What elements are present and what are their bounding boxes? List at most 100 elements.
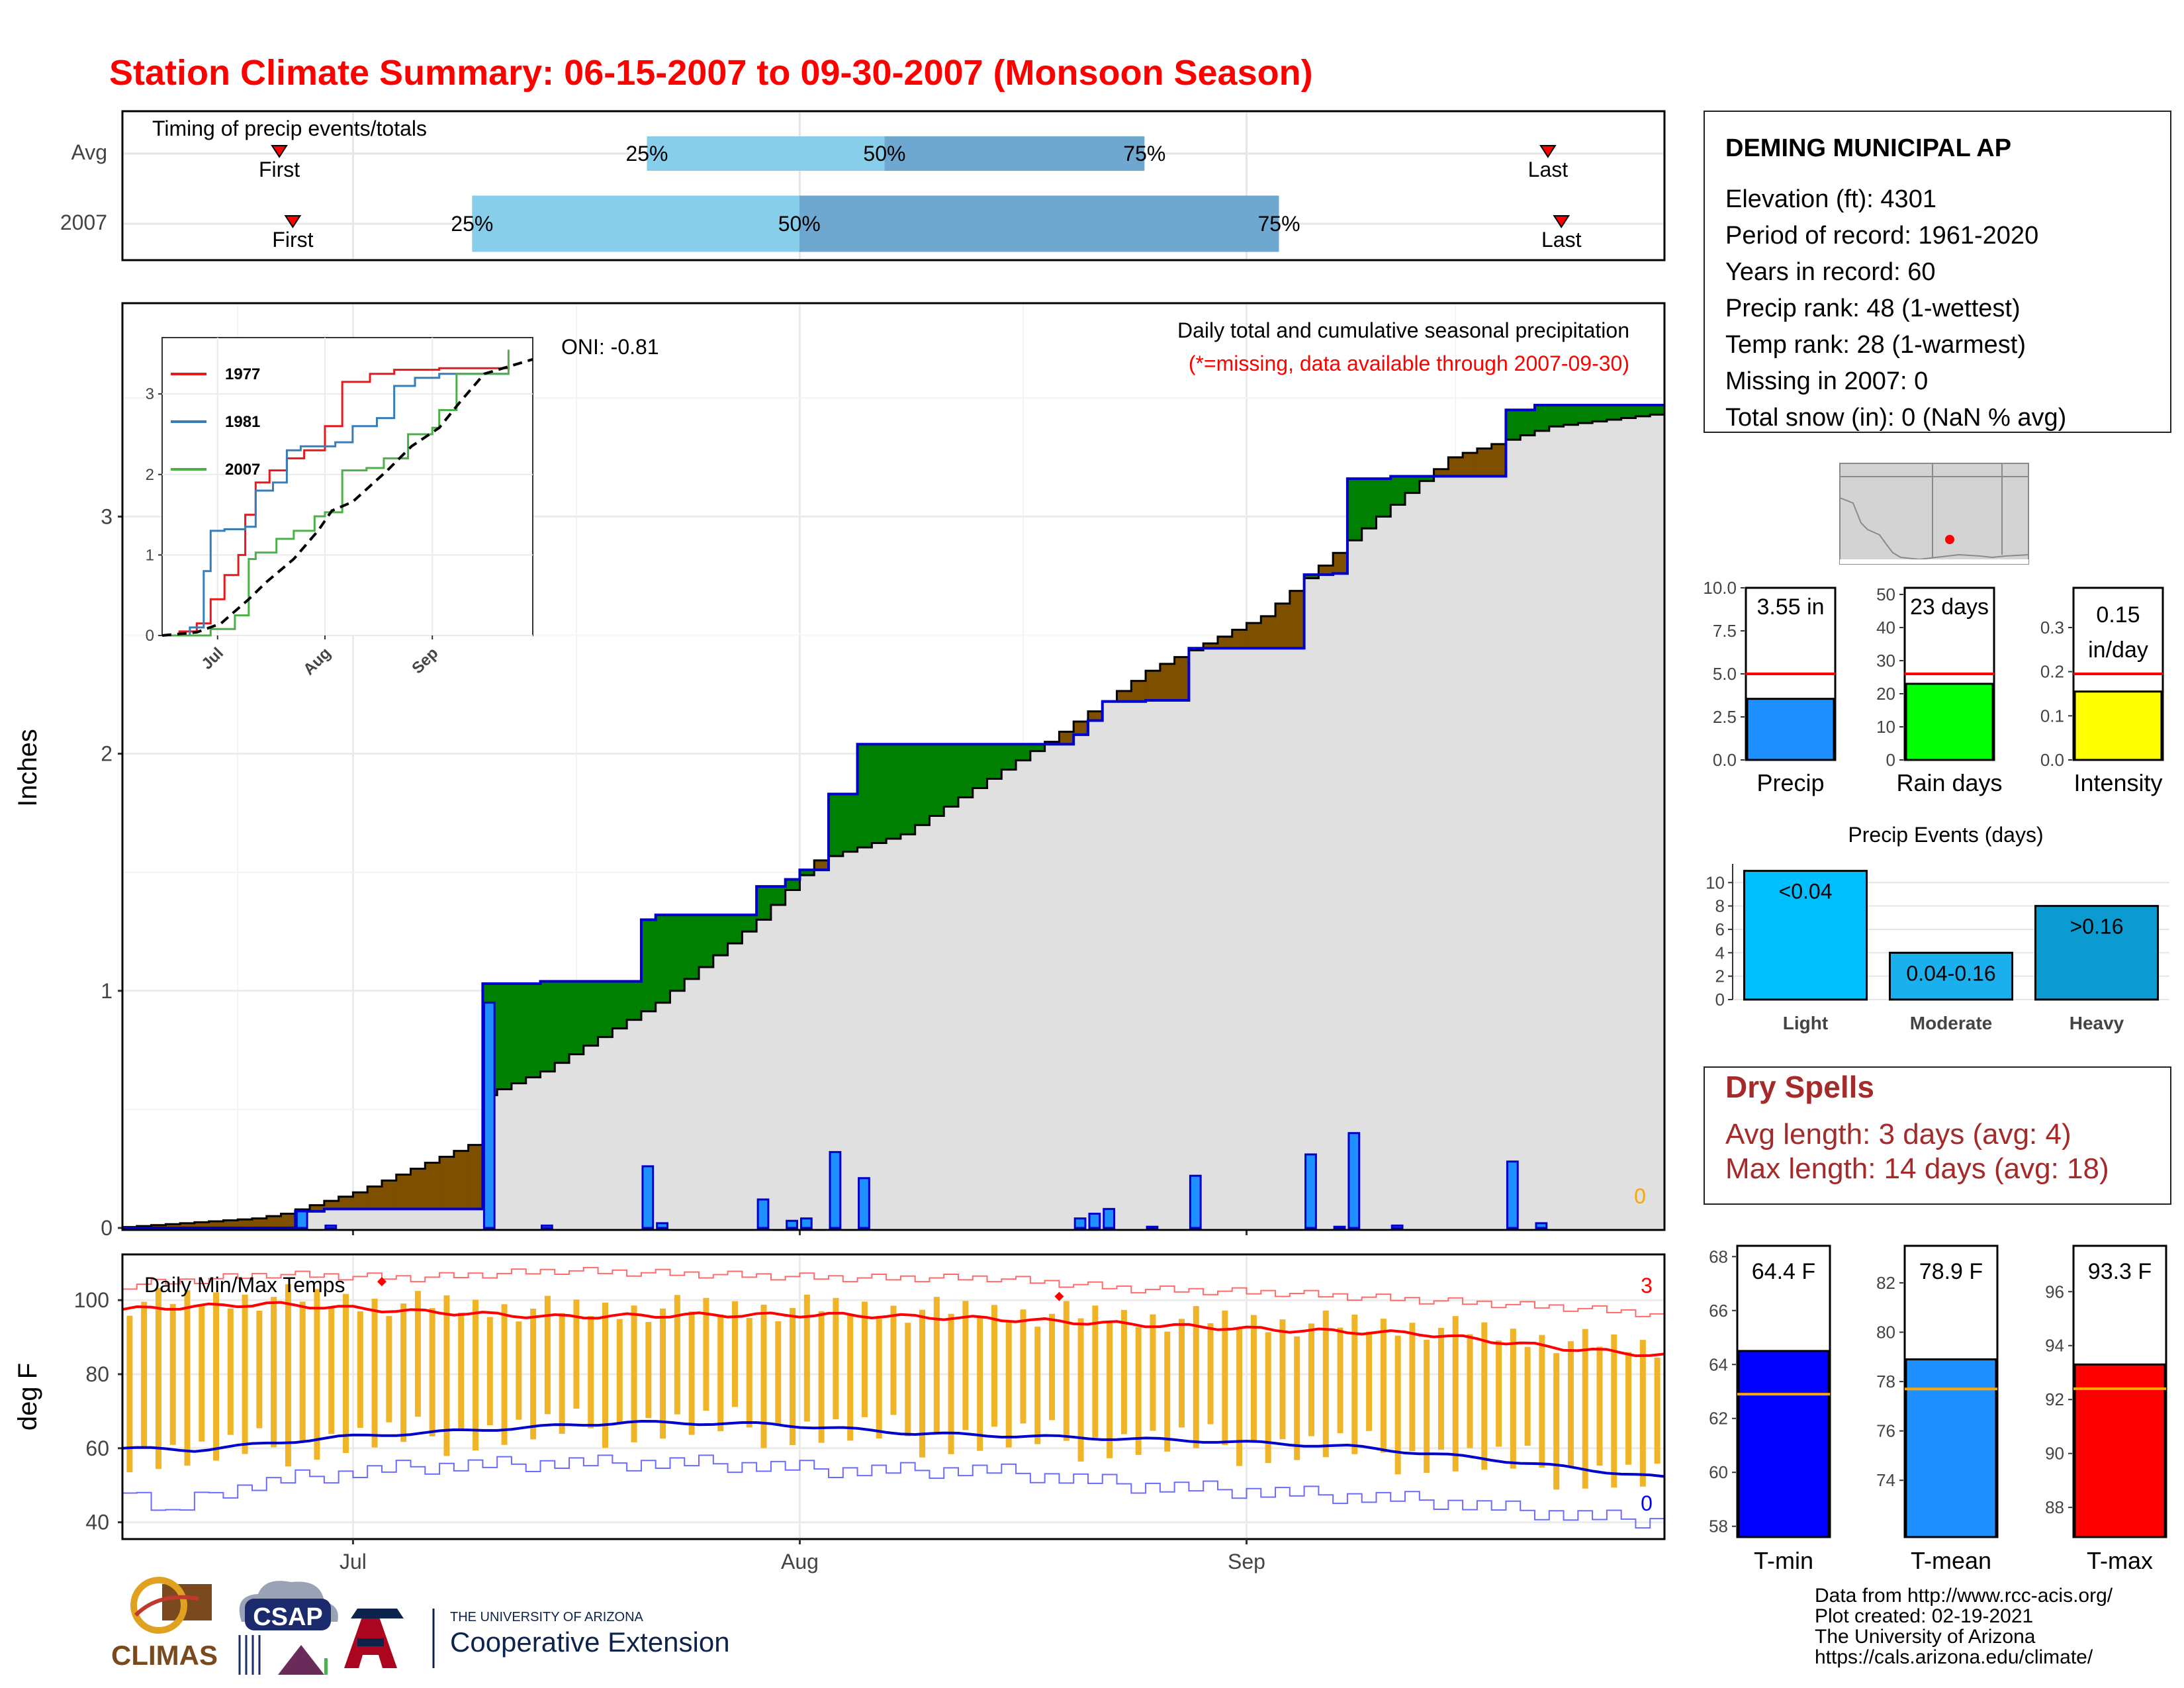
temp-bar-y-tick-label: 66: [1709, 1301, 1728, 1321]
footer-line-data: Data from http://www.rcc-acis.org/: [1815, 1585, 2113, 1607]
above-average-fill: [684, 915, 700, 979]
below-average-fill: [238, 1219, 253, 1228]
above-average-fill: [872, 744, 887, 843]
inset-y-tick-label: 1: [146, 546, 154, 564]
dry-spells-max: Max length: 14 days (avg: 18): [1725, 1152, 2109, 1185]
daily-precip-bar: [1333, 1225, 1346, 1229]
station-location-marker: [1945, 535, 1954, 544]
minibar-y-tick-label: 2.5: [1713, 707, 1737, 727]
timing-bar-q25-q50: [472, 195, 799, 252]
inset-series-1977: [162, 365, 510, 637]
temp-bar-category-label: T-min: [1754, 1547, 1813, 1574]
above-average-fill: [1535, 405, 1550, 431]
temp-y-tick-label: 40: [85, 1511, 109, 1534]
below-average-fill: [1131, 680, 1146, 702]
timing-quantile-label: 50%: [778, 212, 821, 236]
below-average-fill: [180, 1223, 195, 1228]
below-average-fill: [1174, 657, 1189, 700]
timing-title: Timing of precip events/totals: [152, 117, 427, 140]
temp-panel-title: Daily Min/Max Temps: [144, 1273, 345, 1297]
daily-precip-bar: [540, 1224, 553, 1229]
record-high-marker: [377, 1277, 387, 1287]
above-average-fill: [1304, 575, 1319, 579]
dry-spells-title: Dry Spells: [1725, 1070, 1874, 1104]
inset-y-tick-label: 3: [146, 385, 154, 403]
temp-bar-category-label: T-max: [2087, 1547, 2153, 1574]
timing-row-avg-label: Avg: [71, 140, 107, 164]
minibar-value-bar: [1905, 682, 1994, 761]
above-average-fill: [972, 744, 988, 788]
minibar-y-tick-label: 0.2: [2040, 662, 2064, 682]
temp-bar-y-tick-label: 82: [1876, 1273, 1895, 1293]
daily-precip-bar: [1390, 1224, 1404, 1229]
below-average-fill: [165, 1224, 181, 1228]
station-total-snow: Total snow (in): 0 (NaN % avg): [1725, 404, 2066, 432]
minibar-value-label: 23 days: [1910, 594, 1989, 620]
timing-marker: [271, 145, 288, 158]
above-average-fill: [1347, 479, 1363, 541]
temp-bar-y-tick-label: 96: [2045, 1282, 2064, 1301]
above-average-fill: [583, 981, 599, 1046]
precip-events-chart: Precip Events (days) 0 2 4 6 8 10 <0.04 Light 0.…: [1706, 823, 2169, 1033]
above-average-fill: [1030, 744, 1046, 751]
below-average-fill: [1448, 457, 1463, 477]
daily-precip-bar: [1347, 1132, 1361, 1229]
below-average-fill: [1477, 448, 1492, 477]
minibar-y-tick-label: 30: [1876, 651, 1895, 671]
temp-y-tick-label: 80: [85, 1362, 109, 1386]
timing-bar-q25-q50: [647, 136, 885, 171]
x-axis-tick-label: Aug: [781, 1550, 819, 1573]
timing-row-2007-label: 2007: [60, 211, 107, 234]
station-precip-rank: Precip rank: 48 (1-wettest): [1725, 295, 2021, 322]
above-average-fill: [497, 984, 512, 1090]
minibar-y-tick-label: 10.0: [1703, 578, 1737, 598]
above-average-fill: [1592, 405, 1608, 422]
record-high-line: [122, 1266, 1664, 1317]
events-y-tick-label: 0: [1715, 990, 1725, 1009]
missing-data-note: (*=missing, data available through 2007-…: [1189, 352, 1629, 375]
above-average-fill: [756, 886, 772, 920]
events-category-label: Heavy: [2070, 1013, 2124, 1033]
temp-bar-y-tick-label: 60: [1709, 1462, 1728, 1482]
daily-precip-bar: [482, 1002, 496, 1229]
events-y-tick-label: 4: [1715, 943, 1725, 962]
record-low-line: [122, 1454, 1664, 1529]
figure-title: Station Climate Summary: 06-15-2007 to 0…: [109, 53, 1313, 93]
daily-precip-bar: [1506, 1160, 1519, 1229]
ua-cooperative-extension-logo: THE UNIVERSITY OF ARIZONA Cooperative Ex…: [344, 1609, 730, 1668]
temp-y-tick-label: 60: [85, 1436, 109, 1460]
below-average-fill: [425, 1162, 440, 1209]
precip-y-tick-label: 0: [101, 1216, 113, 1240]
events-bar-label: <0.04: [1779, 880, 1833, 904]
above-average-fill: [799, 870, 815, 876]
inset-y-tick-label: 0: [146, 627, 154, 645]
timing-marker-label: First: [259, 158, 300, 181]
minibar-value-label: 0.15: [2096, 602, 2140, 628]
below-average-fill: [381, 1180, 397, 1209]
events-y-tick-label: 2: [1715, 966, 1725, 986]
above-average-fill: [944, 744, 959, 807]
events-bar: [1889, 951, 2013, 1001]
minibar-y-tick-label: 0: [1886, 750, 1895, 770]
inset-legend-label: 2007: [225, 461, 260, 479]
temp-bar-y-tick-label: 58: [1709, 1517, 1728, 1536]
below-average-fill: [1491, 444, 1506, 477]
below-average-fill: [1217, 636, 1233, 649]
below-average-fill: [367, 1186, 383, 1209]
temp-bar-value-label: 78.9 F: [1919, 1259, 1983, 1284]
above-average-fill: [958, 744, 974, 798]
precip-summary-bars: 0.0 2.5 5.0 7.5 10.0 3.55 in Precip 0 10 20 30 40 50…: [1703, 578, 2164, 796]
above-average-fill: [1650, 405, 1665, 415]
below-average-fill: [1275, 603, 1291, 649]
above-average-fill: [612, 981, 627, 1029]
csap-logo-text: CSAP: [253, 1603, 323, 1631]
temp-bar-value: [1737, 1350, 1830, 1538]
minibar-y-tick-label: 0.3: [2040, 618, 2064, 637]
above-average-fill: [1621, 405, 1636, 418]
below-average-fill: [1318, 565, 1334, 575]
precip-y-tick-label: 3: [101, 504, 113, 528]
temp-bar-value-label: 64.4 F: [1752, 1259, 1815, 1284]
above-average-fill: [1635, 405, 1651, 416]
above-average-fill: [770, 886, 786, 905]
